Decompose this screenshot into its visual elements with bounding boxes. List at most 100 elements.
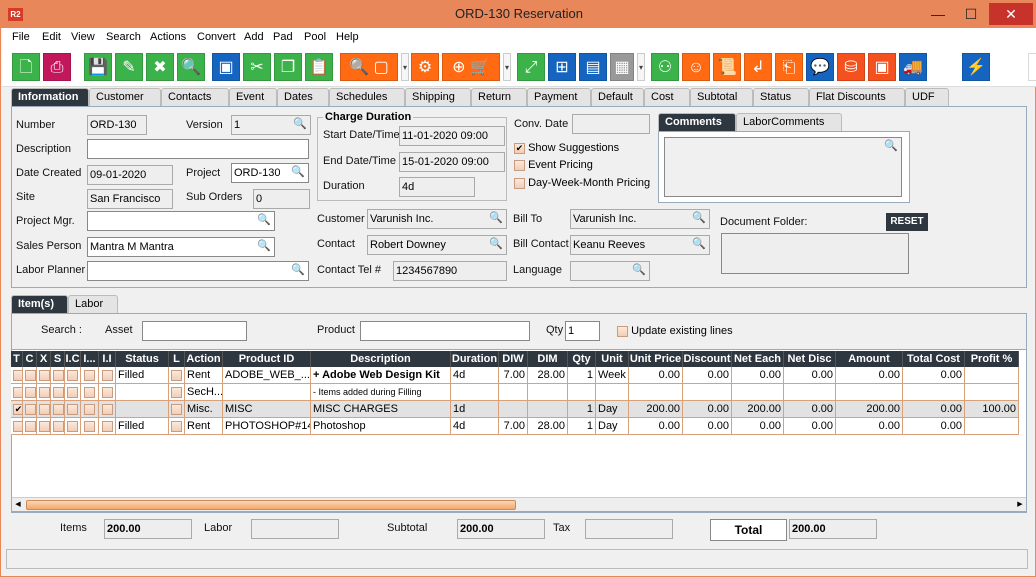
show-suggestions-checkbox[interactable]: ✔ Show Suggestions: [514, 142, 619, 154]
search-product-button[interactable]: 🔍 ▢: [340, 53, 398, 81]
row-3-dim[interactable]: 28.00: [528, 418, 568, 435]
row-3-net-disc[interactable]: 0.00: [784, 418, 836, 435]
column-header-description[interactable]: Description: [311, 351, 451, 367]
row-2-unit-price[interactable]: 200.00: [629, 401, 683, 418]
smiley-button[interactable]: ☺: [682, 53, 710, 81]
row-2-duration[interactable]: 1d: [451, 401, 499, 418]
search-icon[interactable]: 🔍: [291, 166, 305, 178]
hierarchy-button[interactable]: ⊞: [548, 53, 576, 81]
row-2-checkbox-x[interactable]: [37, 401, 51, 418]
menu-pool[interactable]: Pool: [304, 31, 327, 43]
column-header-dim[interactable]: DIM: [528, 351, 568, 367]
save-button[interactable]: 💾: [84, 53, 112, 81]
search-icon[interactable]: 🔍: [884, 140, 898, 152]
row-3-checkbox-l[interactable]: [169, 418, 185, 435]
calendar-button[interactable]: ▦: [610, 53, 634, 81]
description-field[interactable]: [87, 139, 309, 159]
row-1-total-cost[interactable]: [903, 384, 965, 401]
row-0-dim[interactable]: 28.00: [528, 367, 568, 384]
contact-field[interactable]: Robert Downey 🔍: [367, 235, 507, 255]
menu-convert[interactable]: Convert: [197, 31, 236, 43]
date-created-field[interactable]: 09-01-2020: [87, 165, 173, 185]
row-0-unit-price[interactable]: 0.00: [629, 367, 683, 384]
menu-view[interactable]: View: [71, 31, 95, 43]
edit-button[interactable]: ✎: [115, 53, 143, 81]
row-3-checkbox-c[interactable]: [23, 418, 37, 435]
row-2-checkbox-i[interactable]: [81, 401, 99, 418]
dropdown-icon[interactable]: ▾: [637, 53, 645, 81]
row-1-amount[interactable]: [836, 384, 903, 401]
row-3-action[interactable]: Rent: [185, 418, 223, 435]
tab-subtotal[interactable]: Subtotal: [690, 88, 753, 106]
row-2-checkbox-c[interactable]: [23, 401, 37, 418]
end-field[interactable]: 15-01-2020 09:00: [399, 152, 505, 172]
scrollbar-thumb[interactable]: [26, 500, 516, 510]
paste-button[interactable]: 📋: [305, 53, 333, 81]
column-header-t[interactable]: T: [11, 351, 23, 367]
row-1-profit[interactable]: [965, 384, 1019, 401]
row-1-status[interactable]: [116, 384, 169, 401]
row-2-checkbox-t[interactable]: ✔: [11, 401, 23, 418]
row-3-profit[interactable]: [965, 418, 1019, 435]
row-3-qty[interactable]: 1: [568, 418, 596, 435]
column-header-unit-price[interactable]: Unit Price: [629, 351, 683, 367]
row-0-checkbox-ic[interactable]: [65, 367, 81, 384]
menu-search[interactable]: Search: [106, 31, 141, 43]
row-1-checkbox-c[interactable]: [23, 384, 37, 401]
row-1-checkbox-i[interactable]: [81, 384, 99, 401]
row-1-checkbox-l[interactable]: [169, 384, 185, 401]
row-0-net-disc[interactable]: 0.00: [784, 367, 836, 384]
row-0-amount[interactable]: 0.00: [836, 367, 903, 384]
qty-input[interactable]: 1: [565, 321, 600, 341]
search-button[interactable]: 🔍: [177, 53, 205, 81]
column-header-qty[interactable]: Qty: [568, 351, 596, 367]
search-icon[interactable]: 🔍: [257, 240, 271, 252]
new-document-button[interactable]: 🗋: [12, 53, 40, 81]
row-3-amount[interactable]: 0.00: [836, 418, 903, 435]
copy-button[interactable]: ❐: [274, 53, 302, 81]
column-header-net-each[interactable]: Net Each: [732, 351, 784, 367]
expand-button[interactable]: ⤢: [517, 53, 545, 81]
row-1-diw[interactable]: [499, 384, 528, 401]
dropdown-icon[interactable]: ▾: [503, 53, 511, 81]
row-1-checkbox-s[interactable]: [51, 384, 65, 401]
column-header-ic[interactable]: I.C: [65, 351, 81, 367]
row-2-status[interactable]: [116, 401, 169, 418]
search-icon[interactable]: 🔍: [293, 118, 307, 130]
row-0-action[interactable]: Rent: [185, 367, 223, 384]
comments-input[interactable]: 🔍: [664, 137, 902, 197]
row-3-checkbox-ic[interactable]: [65, 418, 81, 435]
row-1-net-disc[interactable]: [784, 384, 836, 401]
start-field[interactable]: 11-01-2020 09:00: [399, 126, 505, 146]
row-0-description[interactable]: + Adobe Web Design Kit: [311, 367, 451, 384]
row-2-total-cost[interactable]: 0.00: [903, 401, 965, 418]
tree-button[interactable]: ⚇: [651, 53, 679, 81]
row-0-checkbox-c[interactable]: [23, 367, 37, 384]
search-icon[interactable]: 🔍: [489, 212, 503, 224]
row-2-product-id[interactable]: MISC: [223, 401, 311, 418]
column-header-s[interactable]: S: [51, 351, 65, 367]
row-2-net-each[interactable]: 200.00: [732, 401, 784, 418]
row-0-discount[interactable]: 0.00: [683, 367, 732, 384]
tab-schedules[interactable]: Schedules: [329, 88, 405, 106]
language-field[interactable]: 🔍: [570, 261, 650, 281]
labor-planner-field[interactable]: 🔍: [87, 261, 309, 281]
menu-file[interactable]: File: [12, 31, 30, 43]
column-header-unit[interactable]: Unit: [596, 351, 629, 367]
project-mgr-field[interactable]: 🔍▼: [87, 211, 275, 231]
row-3-total-cost[interactable]: 0.00: [903, 418, 965, 435]
menu-pad[interactable]: Pad: [273, 31, 293, 43]
row-1-net-each[interactable]: [732, 384, 784, 401]
row-3-duration[interactable]: 4d: [451, 418, 499, 435]
search-icon[interactable]: 🔍: [257, 214, 271, 226]
row-1-checkbox-ic[interactable]: [65, 384, 81, 401]
tab-event[interactable]: Event: [229, 88, 277, 106]
row-0-net-each[interactable]: 0.00: [732, 367, 784, 384]
search-icon[interactable]: 🔍: [291, 264, 305, 276]
event-pricing-checkbox[interactable]: Event Pricing: [514, 159, 593, 171]
row-3-checkbox-i[interactable]: [81, 418, 99, 435]
reset-button[interactable]: RESET: [886, 213, 928, 231]
tab-dates[interactable]: Dates: [277, 88, 329, 106]
row-2-description[interactable]: MISC CHARGES: [311, 401, 451, 418]
row-3-description[interactable]: Photoshop: [311, 418, 451, 435]
